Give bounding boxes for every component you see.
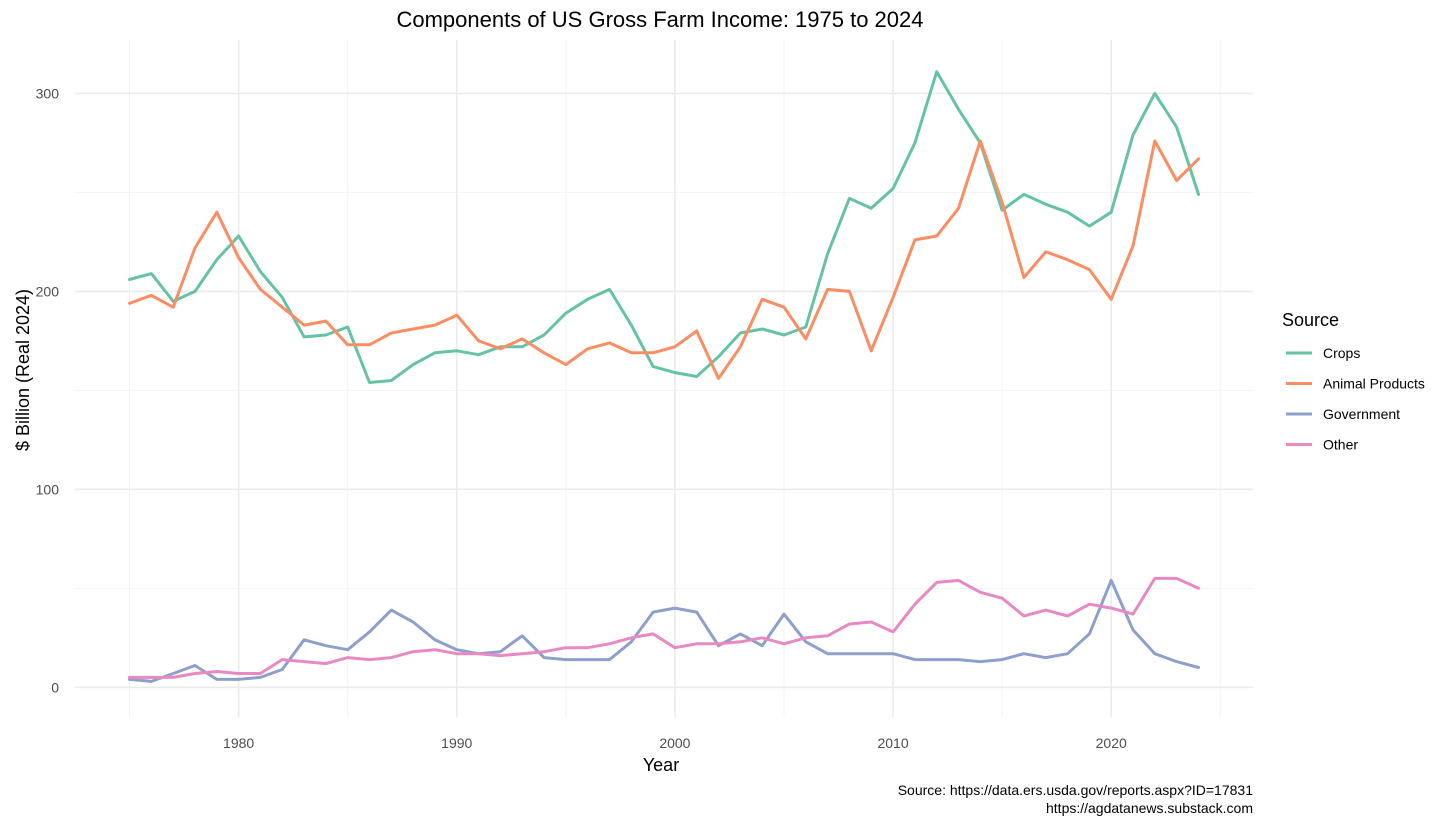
x-axis-tick-labels: 1980 1990 2000 2010 2020 (223, 735, 1127, 751)
series-lines (128, 70, 1200, 683)
series-line-government (128, 578, 1200, 683)
x-tick-label: 2020 (1096, 735, 1127, 751)
grid (75, 40, 1253, 717)
y-tick-label: 100 (36, 481, 60, 497)
legend-label-crops: Crops (1323, 345, 1360, 361)
x-tick-label: 1980 (223, 735, 254, 751)
y-axis-title: $ Billion (Real 2024) (13, 289, 33, 451)
series-line-other (128, 576, 1200, 679)
legend-title: Source (1282, 310, 1339, 330)
y-axis-tick-labels: 0 100 200 300 (36, 85, 60, 695)
legend-label-animal-products: Animal Products (1323, 376, 1425, 392)
x-tick-label: 2010 (877, 735, 908, 751)
legend: Source Crops Animal Products Government Oth… (1282, 310, 1425, 453)
legend-label-government: Government (1323, 406, 1400, 422)
y-tick-label: 0 (51, 679, 59, 695)
series-line-animal-products (128, 139, 1200, 380)
series-line-crops (128, 70, 1200, 384)
y-tick-label: 200 (36, 283, 60, 299)
x-axis-title: Year (643, 755, 679, 775)
x-tick-label: 1990 (441, 735, 472, 751)
caption-url: https://agdatanews.substack.com (1046, 800, 1253, 816)
caption-source: Source: https://data.ers.usda.gov/report… (898, 782, 1253, 798)
legend-label-other: Other (1323, 437, 1358, 453)
x-tick-label: 2000 (659, 735, 690, 751)
chart-title: Components of US Gross Farm Income: 1975… (396, 7, 923, 32)
y-tick-label: 300 (36, 85, 60, 101)
